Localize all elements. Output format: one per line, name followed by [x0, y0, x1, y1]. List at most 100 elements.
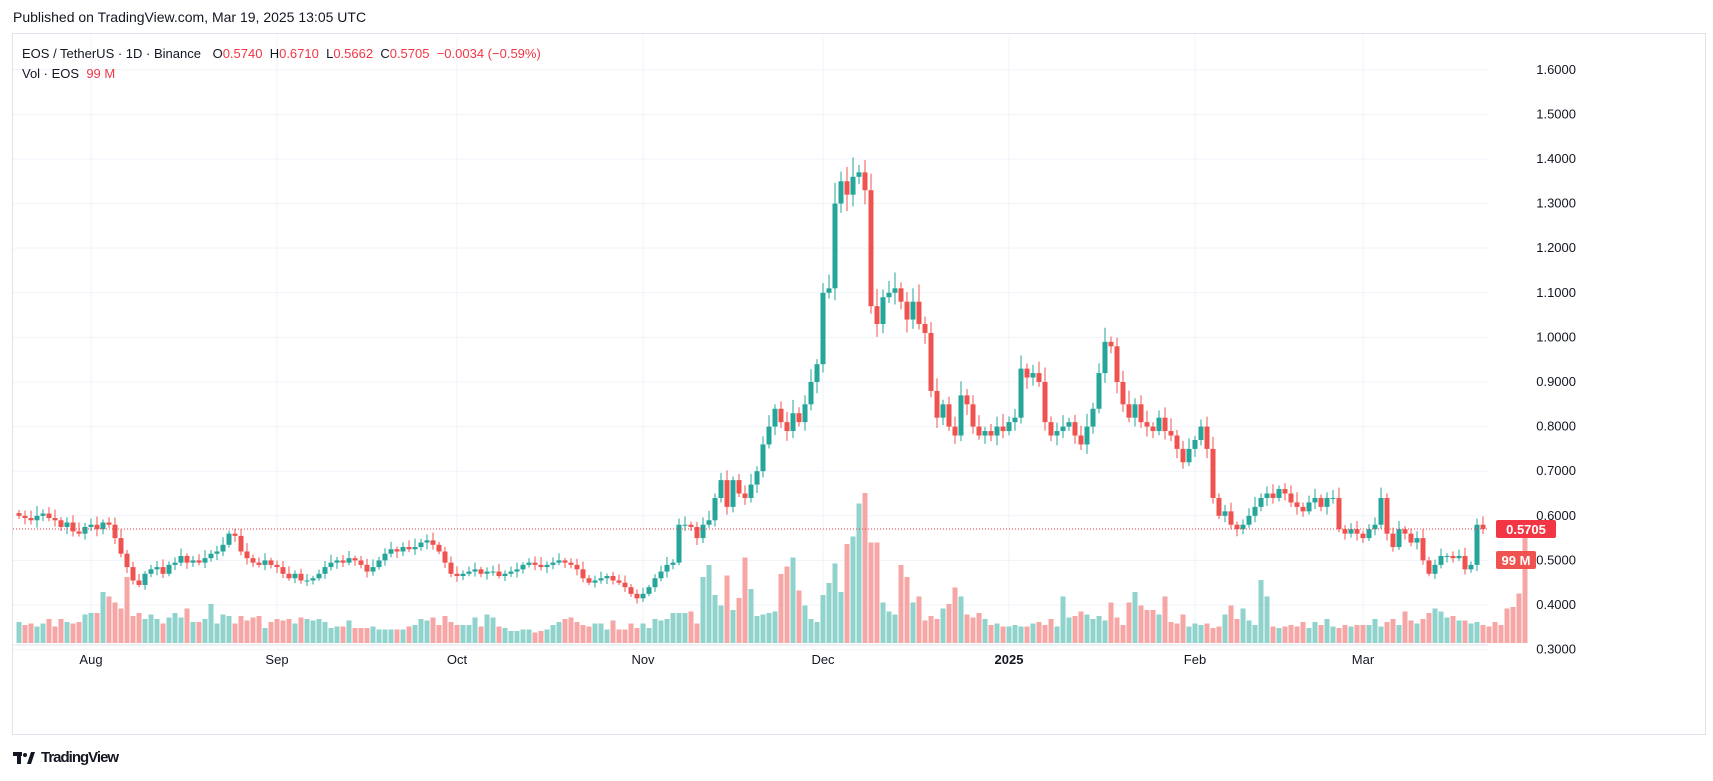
volume-bar	[748, 589, 754, 643]
y-tick-label: 0.4000	[1536, 597, 1576, 612]
volume-bar	[646, 628, 652, 643]
candle-body	[1300, 506, 1306, 512]
volume-bar	[604, 629, 610, 643]
candle-body	[382, 553, 388, 561]
candle-body	[244, 551, 250, 559]
candle-body	[184, 555, 190, 563]
candle-body	[874, 306, 880, 325]
candle-body	[670, 562, 676, 565]
volume-bar	[1306, 628, 1312, 643]
volume-bar	[1468, 623, 1474, 643]
candle-body	[622, 582, 628, 588]
x-tick-label: Mar	[1352, 652, 1375, 667]
volume-bar	[532, 632, 538, 643]
candle-body	[718, 480, 724, 498]
volume-bar	[1360, 625, 1366, 643]
candle-body	[238, 535, 244, 552]
volume-bar	[592, 623, 598, 643]
candle-body	[640, 593, 646, 599]
candle-body	[220, 544, 226, 552]
x-tick-label: Nov	[631, 652, 655, 667]
volume-bar	[454, 625, 460, 643]
candle-body	[94, 524, 100, 530]
volume-bar	[1180, 614, 1186, 643]
y-tick-label: 0.6000	[1536, 508, 1576, 523]
volume-bar	[340, 626, 346, 643]
candle-body	[1420, 538, 1426, 561]
candle-body	[436, 544, 442, 552]
tradingview-logo-icon[interactable]	[13, 751, 35, 765]
volume-bar	[496, 626, 502, 643]
volume-bar	[382, 629, 388, 643]
candle-body	[1408, 533, 1414, 543]
volume-bar	[730, 610, 736, 643]
volume-bar	[1210, 628, 1216, 643]
volume-bar	[172, 613, 178, 643]
candle-body	[1234, 524, 1240, 530]
volume-bar	[796, 590, 802, 643]
candle-body	[700, 524, 706, 539]
volume-bar	[430, 617, 436, 643]
volume-bar	[100, 592, 106, 643]
candle-body	[658, 571, 664, 579]
candle-body	[316, 573, 322, 579]
candle-body	[514, 569, 520, 572]
price-chart[interactable]: 1.6000 1.5000 1.4000 1.3000 1.2000 1.1000 1.00…	[13, 34, 1707, 736]
candle-body	[1240, 524, 1246, 530]
candle-body	[1192, 439, 1198, 449]
volume-bar	[736, 598, 742, 643]
volume-bar	[88, 613, 94, 643]
chart-panel[interactable]: 1.6000 1.5000 1.4000 1.3000 1.2000 1.1000 1.00…	[12, 33, 1706, 735]
volume-bar	[964, 614, 970, 643]
volume-bar	[790, 557, 796, 643]
volume-bar	[1114, 617, 1120, 643]
candle-body	[118, 538, 124, 554]
volume-bar	[670, 613, 676, 643]
candle-body	[1162, 417, 1168, 432]
volume-bar	[724, 575, 730, 643]
volume-bar	[166, 617, 172, 643]
volume-bar	[154, 619, 160, 643]
y-tick-label: 1.5000	[1536, 106, 1576, 121]
volume-bar	[1168, 622, 1174, 643]
candle-body	[1456, 555, 1462, 559]
volume-bar	[1252, 625, 1258, 643]
volume-bar	[1228, 605, 1234, 643]
volume-bar	[1264, 596, 1270, 643]
volume-bar	[1216, 626, 1222, 643]
tradingview-logo-text[interactable]: TradingView	[41, 749, 119, 766]
candle-body	[1336, 497, 1342, 530]
candle-body	[1264, 493, 1270, 498]
volume-bar	[52, 626, 58, 643]
volume-bar	[1474, 622, 1480, 643]
candle-body	[586, 578, 592, 583]
volume-bar	[316, 619, 322, 643]
volume-bar	[1048, 619, 1054, 643]
candle-body	[28, 518, 34, 521]
candle-body	[280, 567, 286, 574]
volume-bar	[1384, 622, 1390, 643]
volume-bar	[910, 602, 916, 643]
volume-bar	[1042, 625, 1048, 643]
candle-body	[604, 576, 610, 579]
volume-bar	[1156, 614, 1162, 643]
candle-body	[142, 573, 148, 585]
open-label: O	[212, 46, 223, 61]
volume-bar	[544, 629, 550, 643]
candle-body	[1462, 555, 1468, 570]
volume-bar	[394, 629, 400, 643]
candle-body	[286, 573, 292, 579]
candle-body	[568, 562, 574, 565]
volume-bar	[1030, 623, 1036, 643]
candle-body	[1006, 422, 1012, 432]
candle-body	[160, 567, 166, 574]
candle-body	[1126, 404, 1132, 418]
volume-bar	[1432, 608, 1438, 643]
volume-bar	[1330, 626, 1336, 643]
candle-body	[154, 567, 160, 570]
candle-body	[1246, 515, 1252, 525]
volume-bar	[838, 592, 844, 643]
y-tick-label: 0.9000	[1536, 374, 1576, 389]
volume-bar	[664, 619, 670, 643]
volume-bar	[1282, 626, 1288, 643]
